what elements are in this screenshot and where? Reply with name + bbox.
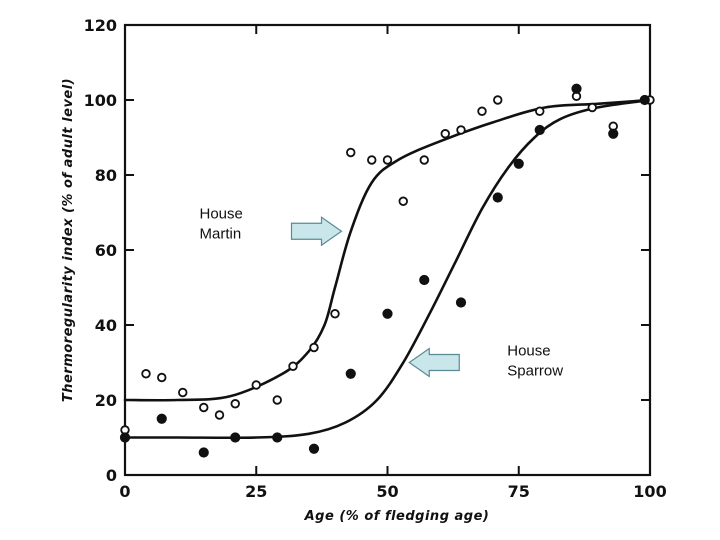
house-sparrow-data-point (308, 443, 320, 454)
y-tick-label: 40 (95, 316, 117, 335)
house-sparrow-data-point (272, 432, 283, 443)
y-tick-label: 120 (84, 16, 117, 35)
house-martin-label: House (200, 205, 243, 222)
house-martin-data-point (199, 402, 209, 413)
house-martin-data-point (477, 106, 487, 116)
house-martin-data-point (587, 102, 597, 113)
y-axis-title: Thermoregularity index (% of adult level… (61, 78, 76, 402)
data-points (119, 83, 655, 458)
house-sparrow-data-point (156, 413, 167, 424)
annotations: House Martin House Sparrow (200, 205, 564, 379)
house-martin-data-point (288, 361, 298, 371)
house-sparrow-data-point (419, 274, 430, 286)
x-axis-title: Age (% of fledging age) (304, 509, 490, 524)
house-martin-data-point (309, 342, 319, 353)
house-sparrow-data-point (382, 308, 393, 319)
house-martin-data-point (272, 395, 282, 405)
y-tick-label: 60 (95, 241, 117, 260)
house-martin-data-point (382, 155, 393, 165)
house-martin-data-point (493, 95, 503, 105)
house-martin-data-point (230, 399, 240, 409)
house-martin-data-point (346, 147, 356, 158)
house-martin-data-point (398, 196, 408, 206)
house-martin-data-point (330, 309, 340, 319)
fit-curves (123, 98, 652, 440)
house-sparrow-data-point (198, 447, 209, 458)
house-sparrow-label: Sparrow (507, 363, 563, 380)
house-martin-data-point (141, 369, 151, 379)
house-sparrow-data-point (230, 432, 241, 443)
house-sparrow-data-point (119, 432, 131, 443)
house-sparrow-label: House (507, 343, 550, 360)
house-martin-data-point (251, 380, 261, 390)
house-sparrow-data-point (639, 94, 650, 106)
house-martin-fit-curve (123, 98, 652, 402)
house-martin-data-point (535, 106, 545, 116)
house-martin-data-point (178, 387, 188, 398)
house-martin-label: Martin (200, 225, 242, 242)
x-axis: 0 25 50 75 100 (119, 25, 667, 501)
house-sparrow-fit-curve (123, 98, 652, 440)
house-sparrow-data-point (455, 297, 467, 308)
house-sparrow-data-point (534, 124, 545, 136)
house-martin-data-point (367, 155, 377, 165)
house-martin-data-point (456, 125, 466, 135)
house-sparrow-data-point (513, 158, 524, 169)
x-tick-label: 25 (245, 482, 267, 501)
y-axis: 0 20 40 60 80 100 120 (84, 16, 650, 485)
x-tick-label: 75 (508, 482, 530, 501)
y-tick-label: 80 (95, 166, 117, 185)
y-tick-label: 20 (95, 391, 117, 410)
house-martin-data-point (157, 372, 167, 383)
y-tick-label: 100 (84, 91, 117, 110)
house-martin-data-point (214, 410, 225, 420)
house-sparrow-data-point (608, 128, 619, 139)
x-tick-label: 100 (633, 482, 666, 501)
y-tick-label: 0 (106, 466, 117, 485)
house-martin-arrow (290, 216, 343, 247)
house-martin-data-point (440, 129, 450, 139)
house-sparrow-data-point (571, 83, 582, 94)
house-sparrow-data-point (492, 192, 503, 203)
x-tick-label: 0 (119, 482, 130, 501)
house-sparrow-data-point (345, 368, 356, 379)
house-sparrow-arrow (408, 347, 460, 378)
x-tick-label: 50 (376, 482, 398, 501)
house-martin-data-point (419, 155, 429, 165)
